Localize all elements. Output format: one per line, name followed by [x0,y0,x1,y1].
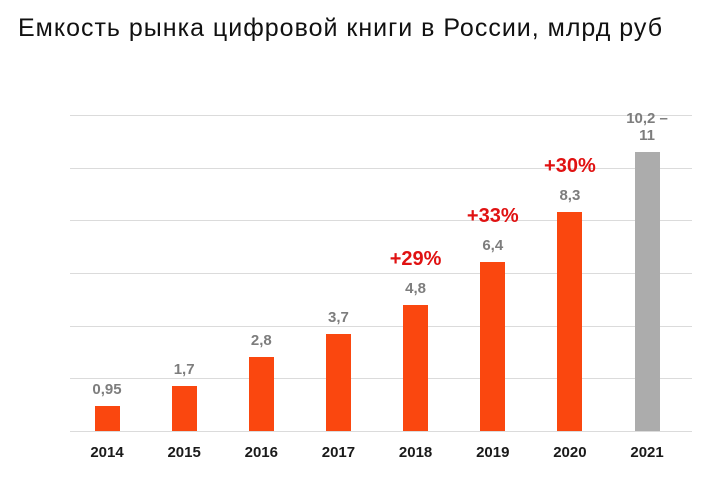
chart-title: Емкость рынка цифровой книги в России, м… [18,14,664,42]
bar-2017 [325,334,351,431]
bar-2021 [634,152,660,431]
x-axis-label-2016: 2016 [244,444,278,461]
bar-value-label-2021: 10,2 –11 [626,109,668,144]
growth-label-2019: +33% [466,205,519,227]
bar-value-label-2016: 2,8 [250,331,272,349]
gridline-y2 [70,378,692,380]
bar-value-label-2015: 1,7 [173,360,195,378]
bar-value-label-2020: 8,3 [559,186,581,204]
x-axis-label-2017: 2017 [321,444,356,461]
bar-2016 [248,357,274,431]
bar-value-label-2019: 6,4 [482,236,504,254]
gridline-y12 [70,115,692,116]
bar-2014 [94,406,120,431]
gridline-y10 [70,167,692,169]
x-axis-label-2021: 2021 [630,444,664,461]
bar-value-label-2014: 0,95 [92,380,122,398]
x-axis-label-2014: 2014 [90,444,124,461]
x-axis-label-2015: 2015 [167,444,201,461]
x-axis-label-2019: 2019 [476,444,510,461]
bar-2018 [403,305,429,431]
gridline-y8 [70,220,692,222]
gridline-y0 [70,431,692,432]
gridline-y6 [70,273,692,274]
growth-label-2018: +29% [389,248,442,270]
bar-2015 [171,386,197,431]
bar-2019 [480,262,506,431]
x-axis-label-2018: 2018 [398,444,433,461]
bar-value-label-2018: 4,8 [405,279,427,297]
growth-label-2020: +30% [544,155,596,177]
gridline-y4 [70,325,692,327]
x-axis-label-2020: 2020 [553,444,587,461]
plot-area: 0,95 2014 1,7 2015 2,8 2016 3,7 2017 4,8 +29% 2018… [70,110,692,461]
bar-value-label-2017: 3,7 [328,308,349,326]
bar-2020 [557,212,583,431]
